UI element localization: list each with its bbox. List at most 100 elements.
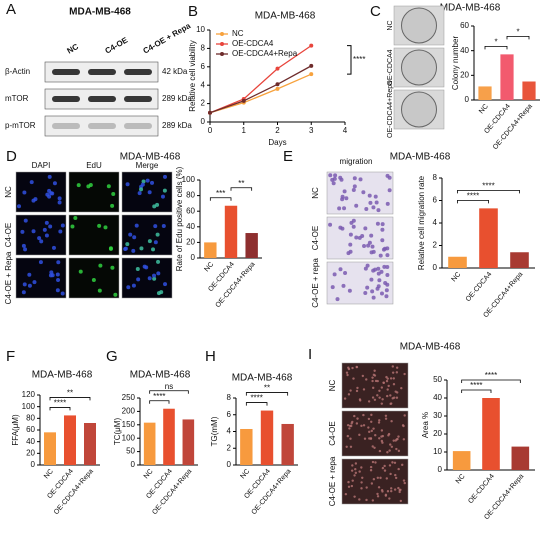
- bracket: [230, 187, 253, 191]
- bar: [510, 252, 529, 268]
- cell: [161, 223, 166, 228]
- cell: [377, 486, 381, 489]
- cell: [78, 269, 83, 274]
- image-row-label: NC: [4, 186, 13, 198]
- chart-title: MDA-MB-468: [32, 370, 93, 381]
- cell: [363, 226, 368, 231]
- cell: [349, 445, 353, 448]
- y-tick-label: 2: [201, 99, 206, 108]
- cell: [97, 288, 102, 293]
- cell: [343, 397, 347, 400]
- y-axis-label: TC(μM): [113, 418, 122, 446]
- bar: [163, 408, 175, 465]
- y-tick-label: 200: [122, 407, 136, 416]
- cell: [98, 263, 103, 268]
- cell: [371, 445, 374, 448]
- band: [88, 69, 116, 75]
- cell: [91, 277, 96, 282]
- cell: [51, 245, 56, 250]
- panel-letter: I: [308, 346, 312, 363]
- x-tick-label: OE-CDCA4+Repa: [53, 468, 95, 516]
- cell: [368, 200, 373, 205]
- bar: [452, 451, 471, 470]
- cell: [351, 479, 354, 482]
- bracket: [149, 390, 189, 394]
- bar: [245, 233, 258, 258]
- cell: [345, 445, 348, 448]
- x-tick-label: OE-CDCA4+Repa: [215, 261, 257, 309]
- y-tick-label: 0: [131, 460, 136, 469]
- cell: [337, 206, 342, 211]
- cell: [348, 232, 353, 237]
- bracket: [457, 189, 520, 194]
- cell: [366, 243, 371, 248]
- y-tick-label: 8: [227, 393, 232, 402]
- band: [124, 96, 152, 102]
- bracket: [347, 45, 352, 75]
- cell: [113, 292, 118, 297]
- cell: [374, 461, 377, 464]
- cell: [135, 267, 140, 272]
- cell: [389, 377, 393, 380]
- cell: [330, 285, 335, 290]
- cell: [392, 439, 395, 442]
- bar: [281, 423, 294, 465]
- cell: [131, 283, 136, 288]
- y-axis-label: FFA(μM): [11, 414, 20, 446]
- x-tick-label: NC: [455, 473, 467, 485]
- bracket: [506, 35, 530, 40]
- y-axis-label: Rate of Edu positive cells (%): [175, 166, 184, 271]
- cell: [391, 397, 394, 400]
- cell: [360, 487, 363, 490]
- cell: [32, 280, 37, 285]
- cell: [125, 242, 130, 247]
- cell: [376, 476, 380, 479]
- cell: [381, 247, 386, 252]
- cell: [44, 233, 49, 238]
- point: [275, 66, 280, 71]
- cell: [123, 246, 128, 251]
- cell: [159, 290, 164, 295]
- cell: [50, 191, 55, 196]
- cell: [354, 467, 357, 471]
- cell: [389, 402, 392, 406]
- y-tick-label: 8: [433, 173, 438, 182]
- cell: [369, 250, 374, 255]
- cell: [368, 437, 371, 440]
- y-tick-label: 120: [22, 390, 36, 399]
- cell: [398, 490, 401, 494]
- cell: [403, 414, 406, 417]
- significance: ****: [153, 392, 165, 401]
- significance: ****: [250, 394, 262, 403]
- bracket: [49, 407, 71, 411]
- bar: [143, 422, 156, 465]
- cell: [354, 462, 358, 465]
- chart-title: MDA-MB-468: [440, 3, 501, 14]
- cell: [371, 205, 376, 210]
- image-column-label: DAPI: [32, 161, 51, 170]
- cell: [156, 271, 161, 276]
- cell: [384, 414, 388, 417]
- bar: [84, 423, 96, 465]
- x-tick-label: NC: [451, 271, 463, 283]
- x-tick-label: OE-CDCA4: [467, 473, 496, 505]
- cell: [362, 413, 365, 417]
- cell: [394, 390, 397, 393]
- cell: [160, 194, 165, 199]
- cell: [371, 499, 375, 502]
- cell: [346, 251, 351, 256]
- blot-size: 289 kDa: [162, 94, 192, 103]
- image-row-label: C4-OE + repa: [328, 456, 337, 506]
- image-caption: migration: [340, 157, 373, 166]
- cell: [42, 227, 47, 232]
- bracket: [461, 389, 492, 393]
- cell: [386, 388, 389, 391]
- cell: [361, 190, 366, 195]
- cell: [52, 181, 57, 186]
- cell: [381, 466, 385, 470]
- y-tick-label: 60: [26, 425, 35, 434]
- cell: [381, 398, 384, 401]
- y-tick-label: 4: [201, 80, 206, 89]
- cell: [137, 191, 142, 196]
